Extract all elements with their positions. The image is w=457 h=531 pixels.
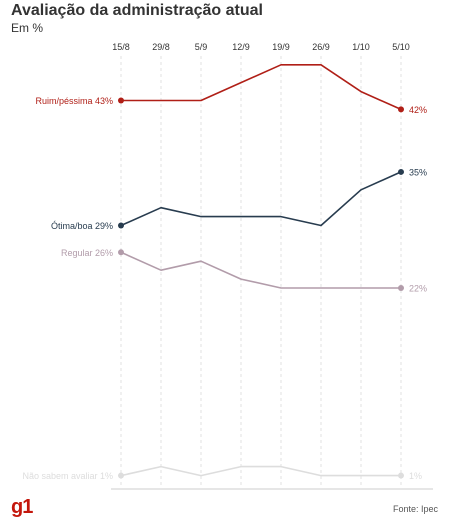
x-tick-label: 29/8 bbox=[152, 42, 170, 52]
series-end-label: 22% bbox=[409, 284, 427, 294]
x-tick-label: 15/8 bbox=[112, 42, 130, 52]
series-line bbox=[120, 465, 401, 477]
x-tick-label: 19/9 bbox=[272, 42, 290, 52]
chart-subtitle: Em % bbox=[11, 21, 44, 35]
x-tick-label: 5/10 bbox=[392, 42, 410, 52]
series-start-point bbox=[118, 97, 124, 104]
x-tick-label: 5/9 bbox=[195, 42, 208, 52]
series-start-point bbox=[118, 472, 124, 479]
series-end-point bbox=[398, 285, 404, 292]
x-tick-label: 12/9 bbox=[232, 42, 250, 52]
series-line bbox=[120, 171, 402, 227]
series-start-label: Ótima/boa 29% bbox=[51, 221, 113, 231]
series-start-label: Não sabem avaliar 1% bbox=[22, 471, 113, 481]
series-start-label: Regular 26% bbox=[61, 248, 113, 258]
series-end-point bbox=[398, 106, 404, 113]
series-end-point bbox=[398, 472, 404, 479]
x-tick-label: 1/10 bbox=[352, 42, 370, 52]
series-end-label: 42% bbox=[409, 105, 427, 115]
source-note: Fonte: Ipec bbox=[392, 504, 438, 514]
g1-logo: g1 bbox=[11, 496, 33, 518]
series-end-point bbox=[398, 168, 404, 175]
series-line bbox=[120, 251, 401, 289]
series-line bbox=[121, 64, 402, 111]
series-start-label: Ruim/péssima 43% bbox=[35, 96, 113, 106]
series-start-point bbox=[118, 249, 124, 256]
series-end-label: 1% bbox=[409, 471, 422, 481]
x-tick-label: 26/9 bbox=[312, 42, 330, 52]
series-end-label: 35% bbox=[409, 167, 427, 177]
series-start-point bbox=[118, 222, 124, 229]
chart-title: Avaliação da administração atual bbox=[11, 2, 263, 19]
